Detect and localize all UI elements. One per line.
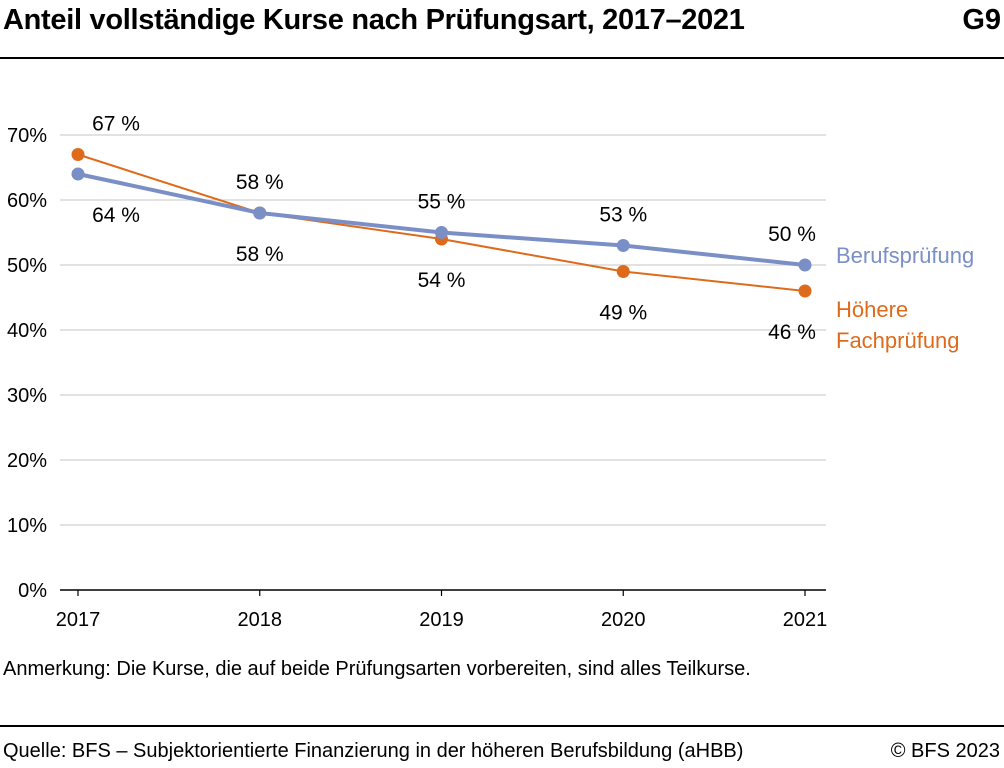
chart-note: Anmerkung: Die Kurse, die auf beide Prüf… [3, 658, 751, 680]
x-tick-label: 2021 [783, 609, 828, 631]
x-tick-label: 2017 [56, 609, 101, 631]
y-tick-label: 30% [7, 385, 47, 407]
gridlines [60, 134, 826, 526]
data-label: 67 % [92, 113, 140, 136]
series-group [71, 148, 812, 298]
legend-label-berufspruefung: Berufsprüfung [836, 243, 974, 268]
data-label: 64 % [92, 204, 140, 227]
data-label: 50 % [768, 223, 816, 246]
x-tick-label: 2019 [419, 609, 464, 631]
footer-divider [0, 725, 1004, 727]
data-point-hoehere-fachpruefung [798, 284, 812, 298]
data-label: 49 % [599, 302, 647, 325]
y-tick-label: 60% [7, 190, 47, 212]
x-tick-label: 2018 [238, 609, 283, 631]
data-label: 54 % [418, 269, 466, 292]
legend-label-hoehere-fachpruefung: Höhere [836, 297, 908, 322]
chart-header: Anteil vollständige Kurse nach Prüfungsa… [0, 0, 1004, 58]
data-label: 46 % [768, 321, 816, 344]
data-point-berufspruefung [435, 226, 448, 239]
data-point-berufspruefung [253, 206, 267, 220]
data-point-hoehere-fachpruefung [71, 148, 85, 161]
data-point-berufspruefung [616, 239, 630, 252]
x-tick-label: 2020 [601, 609, 646, 631]
data-point-hoehere-fachpruefung [616, 265, 630, 278]
data-label: 53 % [599, 204, 647, 227]
data-label: 58 % [236, 243, 284, 266]
legend: Berufsprüfung Höhere Fachprüfung [836, 243, 974, 353]
data-label: 58 % [236, 171, 284, 194]
line-chart: 2017 2018 2019 2020 2021 0% 10% 20% 30% 40% 50% 60… [7, 113, 974, 632]
y-tick-label: 0% [18, 580, 47, 602]
y-tick-label: 10% [7, 515, 47, 537]
y-axis: 0% 10% 20% 30% 40% 50% 60% 70% [7, 125, 47, 602]
chart-title: Anteil vollständige Kurse nach Prüfungsa… [3, 4, 745, 36]
data-label: 55 % [418, 191, 466, 214]
chart-source: Quelle: BFS – Subjektorientierte Finanzi… [3, 740, 744, 762]
y-tick-label: 20% [7, 450, 47, 472]
y-tick-label: 70% [7, 125, 47, 147]
data-point-berufspruefung [71, 167, 85, 181]
chart-code: G9 [962, 4, 1001, 36]
data-point-berufspruefung [798, 258, 812, 272]
y-tick-label: 50% [7, 255, 47, 277]
x-axis: 2017 2018 2019 2020 2021 [56, 589, 828, 631]
y-tick-label: 40% [7, 320, 47, 342]
data-labels: 67 % 64 % 58 % 58 % 55 % 54 % 53 % 49 % 50 % 46 % [92, 113, 816, 345]
legend-label-hoehere-fachpruefung-line2: Fachprüfung [836, 328, 960, 353]
series-line-berufspruefung [76, 172, 807, 267]
header-divider [0, 57, 1004, 59]
copyright: © BFS 2023 [890, 740, 1000, 762]
